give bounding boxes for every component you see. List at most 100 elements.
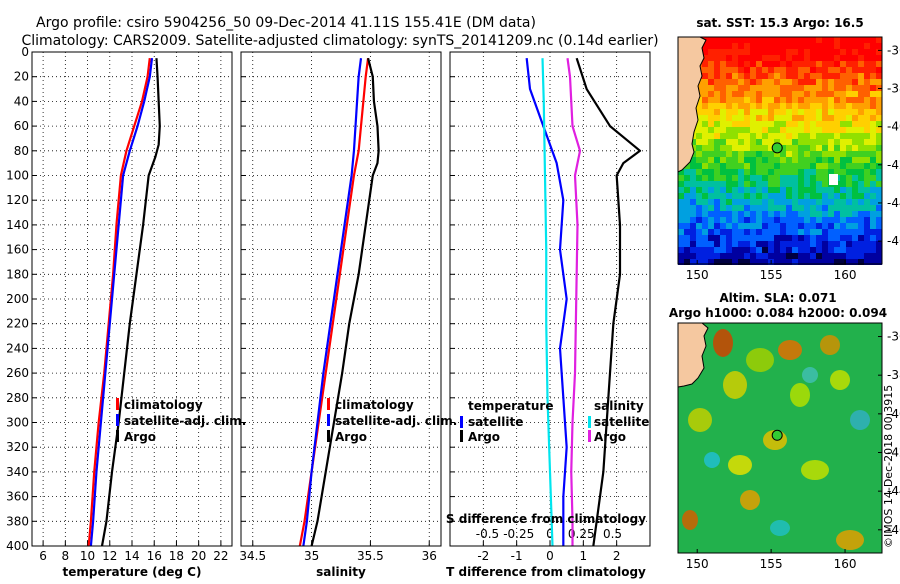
sst-cell [786, 55, 792, 61]
sst-cell [876, 223, 882, 229]
sst-cell [810, 175, 816, 181]
sst-cell [798, 61, 804, 67]
sst-cell [840, 121, 846, 127]
sst-cell [738, 67, 744, 73]
sst-cell [684, 199, 690, 205]
y-tick-label: 180 [6, 267, 29, 281]
sst-cell [732, 97, 738, 103]
sst-cell [768, 97, 774, 103]
sst-cell [786, 37, 792, 43]
sst-cell [720, 187, 726, 193]
sst-cell [828, 43, 834, 49]
sst-cell [762, 61, 768, 67]
sst-cell [690, 181, 696, 187]
legend-t-argo-swatch [460, 430, 463, 442]
sst-cell [846, 241, 852, 247]
sst-cell [804, 73, 810, 79]
sst-cell [834, 55, 840, 61]
sst-cell [792, 163, 798, 169]
sla-anomaly [728, 455, 752, 475]
sst-cell [684, 211, 690, 217]
sst-cell [684, 217, 690, 223]
sst-cell [702, 97, 708, 103]
sst-cell [822, 115, 828, 121]
s-tick-label: -0.5 [476, 527, 499, 541]
sst-cell [678, 241, 684, 247]
sst-cell [828, 163, 834, 169]
sst-cell [828, 37, 834, 43]
sst-cell [822, 109, 828, 115]
x-tick-label: -2 [477, 549, 489, 563]
sst-cell [822, 139, 828, 145]
sst-cell [744, 211, 750, 217]
legend-climatology-label: climatology [124, 398, 203, 412]
sst-cell [816, 229, 822, 235]
sst-cell [780, 229, 786, 235]
sst-cell [726, 157, 732, 163]
sst-cell [780, 103, 786, 109]
sst-map-y-tick-labels: -36 -38 -40 -42 -44 -46 [878, 43, 900, 248]
sst-cell [864, 199, 870, 205]
sst-cell [846, 247, 852, 253]
sst-cell [876, 37, 882, 43]
sst-cell [858, 217, 864, 223]
sst-cell [804, 175, 810, 181]
sst-cell [702, 205, 708, 211]
sst-cell [804, 157, 810, 163]
sst-cell [864, 67, 870, 73]
s-tick-label: -0.25 [503, 527, 534, 541]
sst-cell [870, 199, 876, 205]
sst-cell [876, 151, 882, 157]
sst-cell [834, 247, 840, 253]
sst-cell [798, 133, 804, 139]
sst-cell [870, 175, 876, 181]
sst-cell [744, 61, 750, 67]
sst-cell [822, 235, 828, 241]
sst-cell [810, 103, 816, 109]
sst-cell [696, 247, 702, 253]
sst-cell [816, 205, 822, 211]
sst-cell [762, 199, 768, 205]
sst-cell [816, 163, 822, 169]
sst-cell [780, 109, 786, 115]
sst-cell [864, 241, 870, 247]
sst-cell [798, 67, 804, 73]
sst-cell [720, 223, 726, 229]
sst-cell [702, 193, 708, 199]
sst-cell [750, 193, 756, 199]
sst-cell [786, 127, 792, 133]
sst-cell [744, 217, 750, 223]
x-tick-label: 34.5 [239, 549, 266, 563]
x-tick-label: 6 [39, 549, 47, 563]
sst-cell [840, 133, 846, 139]
sst-cell [726, 229, 732, 235]
sst-cell [786, 181, 792, 187]
sst-cell [846, 169, 852, 175]
sst-cell [720, 163, 726, 169]
sst-cell [750, 187, 756, 193]
sla-anomaly [740, 490, 760, 510]
sst-cell [876, 133, 882, 139]
sst-cell [858, 139, 864, 145]
sst-cell [702, 67, 708, 73]
sst-cell [714, 37, 720, 43]
sst-cell [828, 121, 834, 127]
sst-cell [762, 133, 768, 139]
sst-cell [720, 211, 726, 217]
s-tick-label: 0 [546, 527, 554, 541]
sst-cell [828, 157, 834, 163]
sst-cell [864, 55, 870, 61]
sst-cell [702, 79, 708, 85]
sst-cell [714, 169, 720, 175]
sst-cell [810, 259, 816, 265]
sst-cell [804, 91, 810, 97]
sst-cell [774, 247, 780, 253]
sst-cell [714, 49, 720, 55]
sst-cell [864, 85, 870, 91]
sst-cell [840, 169, 846, 175]
sst-cell [762, 229, 768, 235]
legend-t-satellite-label: satellite [468, 415, 523, 429]
sst-cell [714, 109, 720, 115]
sst-cell [834, 259, 840, 265]
sst-cell [792, 85, 798, 91]
